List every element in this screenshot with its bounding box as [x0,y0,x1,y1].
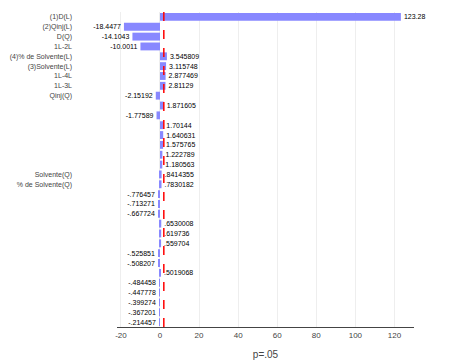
svg-text:-.525851: -.525851 [127,250,155,257]
svg-text:-.447778: -.447778 [128,289,156,296]
svg-text:.559704: .559704 [164,240,189,247]
svg-text:-1.77589: -1.77589 [126,112,154,119]
svg-text:1.222789: 1.222789 [165,151,194,158]
svg-text:-.367201: -.367201 [128,309,156,316]
svg-text:1L-2L: 1L-2L [54,43,72,50]
svg-text:% de Solvente(Q): % de Solvente(Q) [17,181,72,189]
svg-text:20: 20 [195,331,204,340]
svg-text:100: 100 [349,331,363,340]
svg-text:2.877469: 2.877469 [169,72,198,79]
svg-text:-.776457: -.776457 [127,191,155,198]
svg-text:-.508207: -.508207 [127,260,155,267]
svg-text:1.180563: 1.180563 [165,161,194,168]
svg-text:p=.05: p=.05 [253,349,279,360]
svg-text:123.28: 123.28 [404,13,426,20]
svg-text:1L-4L: 1L-4L [54,72,72,79]
svg-text:.8414355: .8414355 [165,171,194,178]
svg-text:-18.4477: -18.4477 [93,23,121,30]
svg-text:.619736: .619736 [164,230,189,237]
svg-text:.6530008: .6530008 [164,220,193,227]
svg-text:-.667724: -.667724 [127,210,155,217]
svg-text:1.640631: 1.640631 [166,132,195,139]
svg-text:-.399274: -.399274 [128,299,156,306]
svg-text:-.214457: -.214457 [128,319,156,326]
svg-text:(2)Qinj(L): (2)Qinj(L) [42,23,72,31]
svg-text:D(Q): D(Q) [57,33,72,41]
svg-text:3.545809: 3.545809 [170,53,199,60]
svg-text:40: 40 [234,331,243,340]
svg-text:.7830182: .7830182 [165,181,194,188]
svg-text:-20: -20 [115,331,127,340]
svg-text:80: 80 [312,331,321,340]
svg-text:120: 120 [388,331,402,340]
svg-text:(1)D(L): (1)D(L) [50,13,72,21]
svg-text:0: 0 [158,331,163,340]
svg-text:(4)% de Solvente(L): (4)% de Solvente(L) [10,53,72,61]
svg-text:2.81129: 2.81129 [168,82,193,89]
svg-text:3.115748: 3.115748 [169,63,198,70]
svg-text:Qinj(Q): Qinj(Q) [49,92,72,100]
svg-text:60: 60 [273,331,282,340]
svg-text:-.484458: -.484458 [128,279,156,286]
svg-text:-14.1043: -14.1043 [102,33,130,40]
svg-text:1L-3L: 1L-3L [54,82,72,89]
svg-text:Solvente(Q): Solvente(Q) [35,171,72,179]
svg-text:1.575765: 1.575765 [166,141,195,148]
svg-text:-2.15192: -2.15192 [125,92,153,99]
svg-text:1.871605: 1.871605 [167,102,196,109]
svg-text:1.70144: 1.70144 [166,122,191,129]
svg-text:(3)Solvente(L): (3)Solvente(L) [28,63,72,71]
svg-text:-.713271: -.713271 [127,200,155,207]
svg-text:-10.0011: -10.0011 [110,43,137,50]
svg-text:.5019068: .5019068 [164,269,193,276]
